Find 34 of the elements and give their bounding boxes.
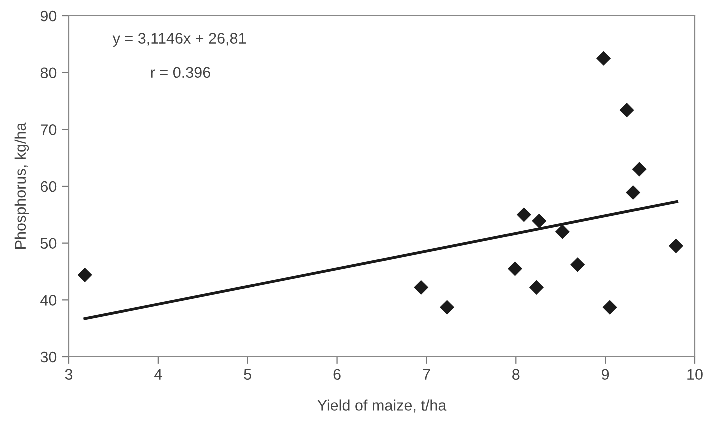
y-tick-label: 80 [40, 68, 57, 79]
x-tick-label: 9 [602, 369, 610, 380]
point [414, 280, 429, 295]
point [529, 280, 544, 295]
x-tick-label: 8 [512, 369, 520, 380]
x-tick-label: 6 [334, 369, 341, 380]
point [596, 51, 612, 66]
point [516, 208, 532, 222]
point [555, 224, 570, 240]
x-tick-label: 10 [688, 369, 703, 380]
point [440, 300, 455, 315]
x-tick-label: 7 [423, 369, 430, 380]
y-tick-label: 40 [40, 295, 57, 306]
y-tick-label: 60 [40, 181, 57, 192]
point [632, 162, 647, 177]
y-tick-label: 30 [40, 352, 57, 363]
y-tick-label: 50 [40, 238, 57, 250]
x-tick-label: 3 [65, 369, 73, 380]
point [532, 214, 547, 228]
x-tick-label: 4 [154, 369, 162, 380]
y-axis-title: Phosphorus, kg/ha [14, 122, 30, 249]
point [626, 185, 641, 200]
y-tick-label: 70 [40, 124, 57, 136]
point [570, 258, 586, 272]
annotation: r = 0.396 [151, 67, 210, 78]
point [668, 238, 684, 254]
x-axis-title: Yield of maize, t/ha [318, 400, 447, 413]
annotation: y = 3,1146x + 26,81 [112, 33, 246, 47]
x-tick-label: 5 [244, 369, 252, 380]
point [508, 262, 523, 276]
point [602, 300, 618, 315]
point [620, 103, 634, 118]
point [78, 268, 92, 282]
y-tick-label: 90 [40, 10, 57, 22]
